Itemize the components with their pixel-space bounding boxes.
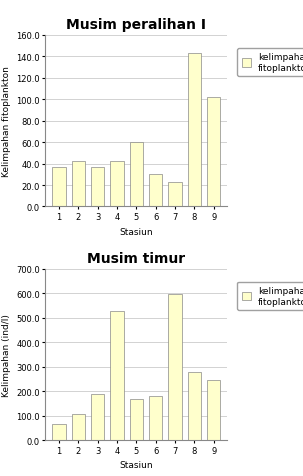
Bar [110,311,124,440]
Y-axis label: Kelimpahan fitoplankton: Kelimpahan fitoplankton [2,66,11,177]
Bar [130,399,143,440]
Bar [149,396,162,440]
Bar [130,143,143,207]
Bar [52,168,66,207]
Bar [91,168,105,207]
X-axis label: Stasiun: Stasiun [120,460,153,469]
Bar [188,372,201,440]
Bar [149,175,162,207]
X-axis label: Stasiun: Stasiun [120,227,153,236]
Bar [110,162,124,207]
Bar [91,394,105,440]
Legend: kelimpahan
fitoplankton: kelimpahan fitoplankton [237,282,303,310]
Bar [207,98,221,207]
Bar [72,162,85,207]
Y-axis label: Kelimpahan (ind/l): Kelimpahan (ind/l) [2,313,11,396]
Bar [207,380,221,440]
Bar [52,425,66,440]
Title: Musim timur: Musim timur [87,251,185,265]
Bar [168,182,182,207]
Bar [188,54,201,207]
Legend: kelimpahan
fitoplankton: kelimpahan fitoplankton [237,49,303,77]
Bar [72,414,85,440]
Title: Musim peralihan I: Musim peralihan I [66,18,206,32]
Bar [168,295,182,440]
